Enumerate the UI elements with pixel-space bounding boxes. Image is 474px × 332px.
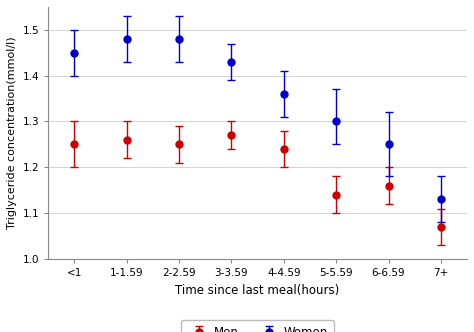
X-axis label: Time since last meal(hours): Time since last meal(hours) — [175, 284, 340, 296]
Legend: Men, Women: Men, Women — [181, 320, 334, 332]
Y-axis label: Triglyceride concentration(mmol/l): Triglyceride concentration(mmol/l) — [7, 37, 17, 229]
